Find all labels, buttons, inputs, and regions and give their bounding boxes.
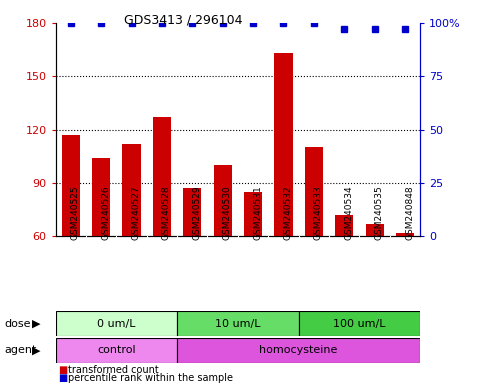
Text: 0 um/L: 0 um/L: [97, 318, 136, 329]
Bar: [183, 188, 201, 343]
Text: GSM240529: GSM240529: [192, 185, 201, 240]
Text: GSM240532: GSM240532: [284, 185, 293, 240]
Text: GSM240534: GSM240534: [344, 185, 353, 240]
Text: percentile rank within the sample: percentile rank within the sample: [68, 373, 233, 383]
Text: homocysteine: homocysteine: [259, 345, 338, 356]
Bar: [153, 117, 171, 343]
Text: transformed count: transformed count: [68, 365, 158, 375]
Text: control: control: [97, 345, 136, 356]
Text: ▶: ▶: [32, 318, 41, 329]
Bar: [62, 135, 80, 343]
Text: agent: agent: [5, 345, 37, 356]
Text: dose: dose: [5, 318, 31, 329]
Text: ▶: ▶: [32, 345, 41, 356]
Text: GSM240525: GSM240525: [71, 185, 80, 240]
Text: GSM240527: GSM240527: [131, 185, 141, 240]
Bar: [56, 338, 177, 363]
Text: ■: ■: [58, 365, 67, 375]
Bar: [366, 224, 384, 343]
Bar: [92, 158, 110, 343]
Text: GSM240848: GSM240848: [405, 185, 414, 240]
Text: GSM240533: GSM240533: [314, 185, 323, 240]
Bar: [396, 233, 414, 343]
Text: GSM240530: GSM240530: [223, 185, 232, 240]
Text: GSM240526: GSM240526: [101, 185, 110, 240]
Bar: [335, 215, 354, 343]
Text: GDS3413 / 296104: GDS3413 / 296104: [124, 13, 242, 26]
Text: 100 um/L: 100 um/L: [333, 318, 386, 329]
Text: GSM240531: GSM240531: [253, 185, 262, 240]
Bar: [177, 311, 298, 336]
Bar: [274, 53, 293, 343]
Text: ■: ■: [58, 373, 67, 383]
Text: GSM240528: GSM240528: [162, 185, 171, 240]
Bar: [298, 311, 420, 336]
Bar: [122, 144, 141, 343]
Bar: [305, 147, 323, 343]
Bar: [244, 192, 262, 343]
Bar: [213, 165, 232, 343]
Text: GSM240535: GSM240535: [375, 185, 384, 240]
Text: 10 um/L: 10 um/L: [215, 318, 261, 329]
Bar: [177, 338, 420, 363]
Bar: [56, 311, 177, 336]
